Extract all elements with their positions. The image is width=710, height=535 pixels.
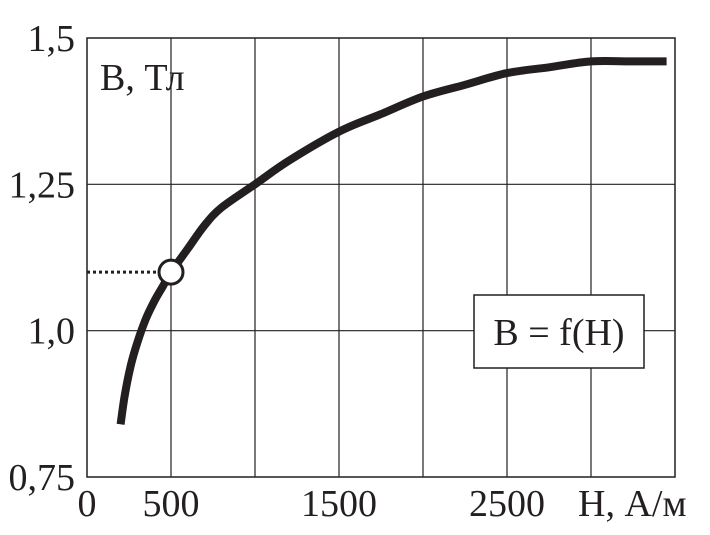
y-tick-label: 1,25 (9, 164, 76, 206)
plot-frame (86, 37, 676, 478)
x-tick-label: 0 (78, 483, 97, 525)
x-tick-label: 2500 (469, 483, 545, 525)
grid (87, 38, 675, 477)
x-tick-label: 1500 (301, 483, 377, 525)
x-tick-label: 500 (143, 483, 200, 525)
legend-label: B = f(H) (493, 312, 624, 354)
legend-box (473, 294, 645, 369)
y-tick-label: 1,0 (28, 311, 76, 353)
marked-point (157, 258, 185, 286)
series-curve (116, 56, 667, 425)
y-tick-label: 0,75 (9, 457, 76, 499)
tick-labels: 0,75 1,0 1,25 1,5 0 500 1500 2500 (9, 18, 546, 525)
x-axis-label: H, А/м (578, 483, 687, 525)
y-axis-label: B, Тл (100, 57, 185, 99)
y-tick-label: 1,5 (28, 18, 76, 60)
